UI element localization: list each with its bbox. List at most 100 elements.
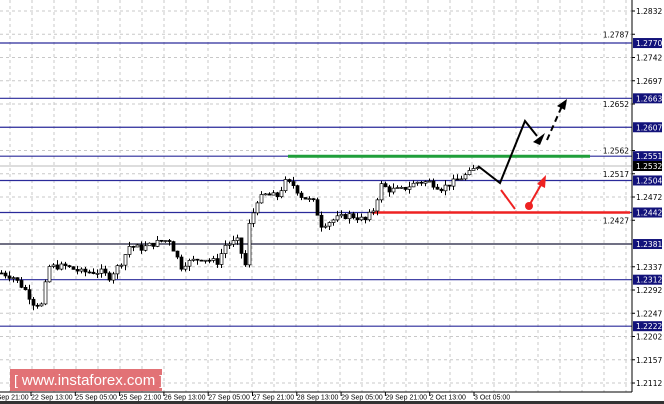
level-label: 1.2663 (636, 94, 662, 103)
candle-body (427, 180, 432, 183)
candle-body (431, 180, 436, 188)
candle-body (307, 198, 312, 200)
y-tick-label-bg (601, 169, 630, 178)
bottom-border (0, 401, 664, 404)
candle-body (191, 258, 196, 261)
candle-body (395, 187, 400, 189)
level-label-bg (633, 175, 662, 186)
price-axis: 1.2832 1.2787 1.2742 1.2697 1.2652 1.2562 1.25… (601, 0, 662, 392)
candle-body (463, 174, 468, 180)
candle-body (119, 264, 124, 267)
level-label: 1.2312 (636, 276, 662, 285)
bullish-dashed-arrow (546, 105, 563, 141)
y-tick-label: 1.2112 (636, 379, 662, 388)
candle-body (175, 250, 180, 258)
x-tick-label: 21 Sep 21:00 (0, 395, 29, 402)
candle-body (319, 214, 324, 228)
candle-body (435, 186, 440, 190)
candle-body (303, 197, 308, 200)
arrowhead-icon (537, 175, 546, 188)
candle-body (383, 183, 388, 188)
x-tick-label: 28 Sep 13:00 (297, 395, 339, 402)
candle-body (387, 186, 392, 193)
candle-body (199, 259, 204, 262)
level-label-bg (633, 274, 662, 285)
red-arrow (529, 182, 543, 205)
candle-body (183, 265, 188, 270)
level-label: 1.2222 (636, 322, 662, 331)
level-label: 1.2504 (636, 176, 662, 185)
candle-body (115, 265, 120, 275)
candle-body (139, 244, 144, 251)
y-tick-label: 1.2337 (636, 263, 662, 272)
candle-body (219, 253, 224, 265)
candle-body (407, 186, 412, 190)
candle-body (243, 253, 248, 266)
candle-body (471, 168, 476, 171)
candle-body (439, 188, 444, 192)
candle-body (35, 304, 40, 307)
y-tick-label-bg (601, 146, 630, 155)
candle-body (447, 184, 452, 187)
candle-body (275, 192, 280, 198)
candle-body (267, 193, 272, 196)
candles (0, 164, 480, 311)
candle-body (323, 225, 328, 228)
candle-body (271, 192, 276, 196)
candle-body (179, 256, 184, 270)
candle-body (43, 281, 48, 305)
pivot-dot (525, 202, 533, 210)
forecast-arrows (477, 99, 567, 210)
x-tick-label: 2 Oct 13:00 (430, 395, 466, 402)
level-label-bg (633, 151, 662, 162)
candle-body (331, 219, 336, 223)
candle-body (467, 170, 472, 176)
candle-body (343, 214, 348, 220)
candle-body (159, 239, 164, 242)
candle-body (63, 263, 68, 266)
candle-body (379, 183, 384, 201)
candle-body (455, 178, 460, 181)
candle-body (167, 240, 172, 242)
x-tick-label: 27 Sep 21:00 (253, 395, 295, 402)
candle-body (151, 242, 156, 247)
x-tick-label: 29 Sep 05:00 (341, 395, 383, 402)
level-label: 1.2551 (636, 152, 662, 161)
current-price-label-bg (633, 161, 662, 172)
y-tick-label: 1.2562 (603, 147, 629, 156)
candle-body (187, 260, 192, 267)
level-label-bg (633, 321, 662, 332)
candle-body (231, 240, 236, 245)
candle-body (131, 246, 136, 248)
candle-body (99, 268, 104, 274)
y-tick-label: 1.2742 (636, 54, 662, 63)
candle-body (123, 254, 128, 266)
candle-body (19, 280, 24, 288)
candle-body (87, 271, 92, 274)
candle-body (111, 273, 116, 281)
candle-body (415, 181, 420, 184)
candle-body (23, 287, 28, 290)
watermark-logo: [www.instaforex.com] (10, 369, 163, 391)
candle-body (371, 210, 376, 213)
candle-body (459, 178, 464, 181)
candle-body (423, 181, 428, 184)
candle-body (163, 240, 168, 242)
y-tick-label-bg (601, 30, 630, 39)
candle-body (39, 303, 44, 307)
y-tick-label-bg (601, 100, 630, 109)
candle-body (239, 237, 244, 254)
y-tick-label: 1.2247 (636, 309, 662, 318)
candle-body (403, 187, 408, 190)
candle-body (15, 277, 20, 281)
candle-body (223, 244, 228, 254)
candle-body (359, 216, 364, 221)
y-tick-label: 1.2652 (603, 100, 629, 109)
candle-body (55, 264, 60, 270)
candle-body (203, 259, 208, 262)
candle-body (135, 244, 140, 248)
candle-body (419, 181, 424, 184)
candle-body (339, 214, 344, 217)
